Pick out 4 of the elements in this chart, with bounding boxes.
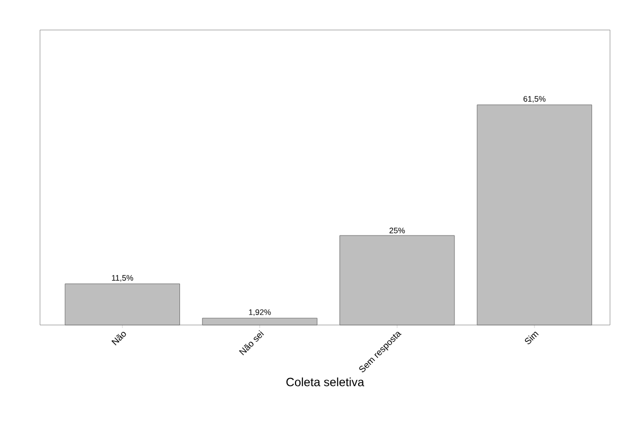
x-tick-label: Não	[111, 332, 126, 346]
x-tick-label: Sim	[524, 332, 539, 344]
x-tick-label: Não sei	[239, 330, 264, 356]
x-axis-title: Coleta seletiva	[286, 377, 364, 386]
